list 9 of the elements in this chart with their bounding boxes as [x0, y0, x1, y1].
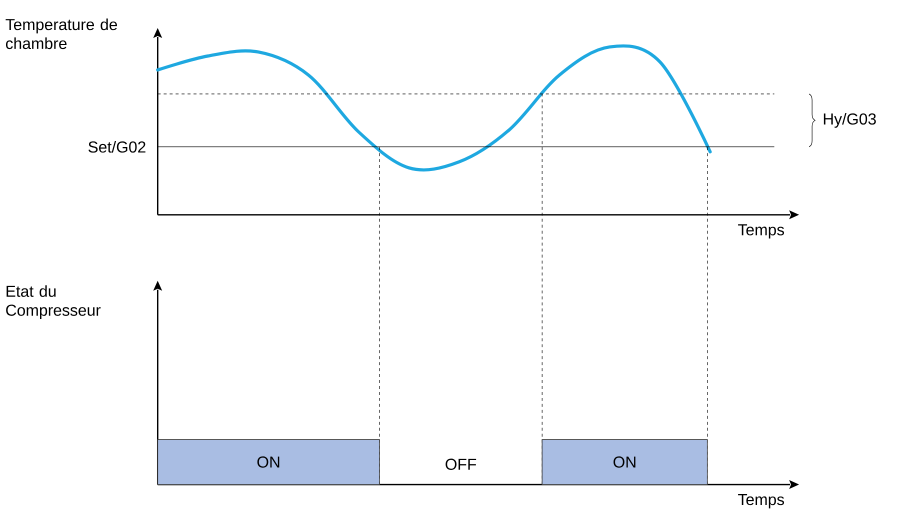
text: Hy/G03 [824, 113, 876, 128]
x-axis-title: Temps [738, 224, 784, 239]
ref-line-label: Set/G02 [88, 141, 146, 153]
x-tick-label: ON [614, 456, 636, 468]
y-axis-title: Temperature de chambre [6, 18, 118, 50]
x-tick-label: ON [257, 456, 280, 468]
x-axis-title: Temps [738, 494, 784, 509]
y-axis-title: Etat du Compresseur [6, 285, 101, 320]
x-tick-label: OFF [446, 458, 476, 470]
